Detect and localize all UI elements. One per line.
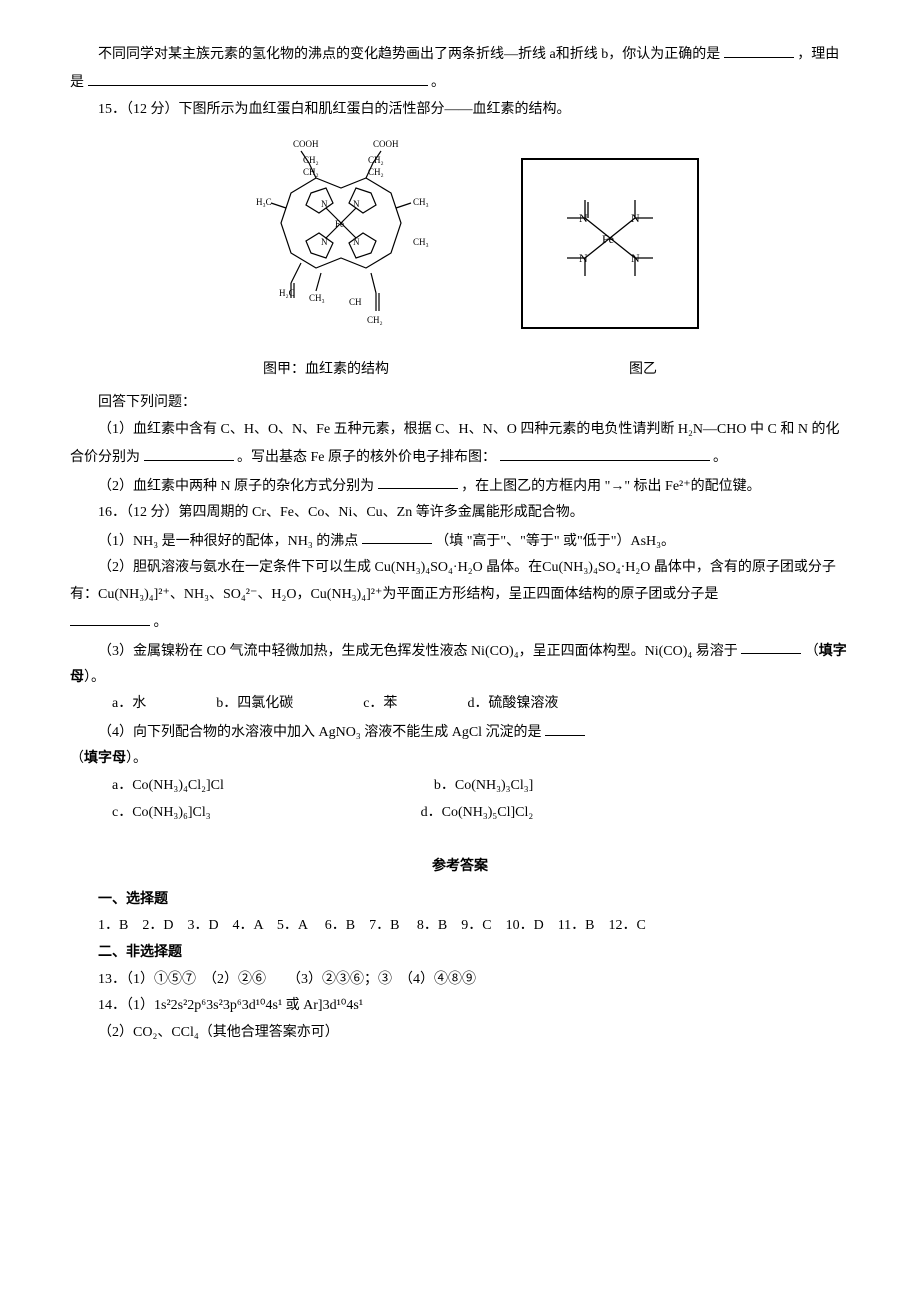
opt-a: a．水 <box>112 691 146 718</box>
svg-text:CH₃: CH₃ <box>309 293 325 303</box>
q16-p3d: ）。 <box>84 670 105 685</box>
q16-part3: （3）金属镍粉在 CO 气流中轻微加热，生成无色挥发性液态 Ni(CO)₄，呈正… <box>70 637 850 692</box>
q16-stem: 16．（12 分）第四周期的 Cr、Fe、Co、Ni、Cu、Zn 等许多金属能形… <box>70 500 850 527</box>
svg-text:N: N <box>321 237 328 247</box>
svg-text:CH₂: CH₂ <box>368 167 384 177</box>
svg-text:CH₃: CH₃ <box>413 197 429 207</box>
answers-13: 13．（1）①⑤⑦ （2）②⑥ （3）②③⑥；③ （4）④⑧⑨ <box>70 967 850 994</box>
opt4-c: c．Co(NH₃)₆]Cl₃ <box>112 800 211 827</box>
q15-p1c-blank <box>500 443 710 461</box>
opt-c: c．苯 <box>363 691 397 718</box>
opt-d: d．硫酸镍溶液 <box>467 691 558 718</box>
opt4-d: d．Co(NH₃)₅Cl]Cl₂ <box>421 800 534 827</box>
svg-text:CH: CH <box>349 297 362 307</box>
q15-p2-blank <box>378 472 458 490</box>
q16-part4: （4）向下列配合物的水溶液中加入 AgNO₃ 溶液不能生成 AgCl 沉淀的是 <box>70 718 850 746</box>
intro-blank-2 <box>88 68 428 86</box>
q16-p4-blank <box>545 718 585 736</box>
q16-p2-blank <box>70 608 150 626</box>
answers-title: 参考答案 <box>70 854 850 881</box>
intro-blank-1 <box>724 40 794 58</box>
intro-line: 不同同学对某主族元素的氢化物的沸点的变化趋势画出了两条折线—折线 a和折线 b，… <box>70 40 850 97</box>
q16-part2: （2）胆矾溶液与氨水在一定条件下可以生成 Cu(NH₃)₄SO₄·H₂O 晶体。… <box>70 555 850 608</box>
opt4-b: b．Co(NH₃)₃Cl₃] <box>434 773 533 800</box>
opt4-a: a．Co(NH₃)₄Cl₂]Cl <box>112 773 224 800</box>
q16-p1b: （填 "高于"、"等于" 或"低于"）AsH₃。 <box>435 533 675 548</box>
q15-p1b: 。写出基态 Fe 原子的核外价电子排布图： <box>237 450 496 465</box>
q16-p4c: 填字母 <box>84 751 126 766</box>
svg-text:H₃C: H₃C <box>256 197 272 207</box>
svg-text:CH₂: CH₂ <box>303 155 319 165</box>
figure-captions: 图甲：血红素的结构 图乙 <box>70 357 850 384</box>
q16-p4d: ）。 <box>126 751 147 766</box>
fe-n-figure: N N N N Fe <box>545 178 675 298</box>
opt-b: b．四氯化碳 <box>216 691 293 718</box>
svg-text:N: N <box>353 237 360 247</box>
svg-text:COOH: COOH <box>373 139 399 149</box>
fe-n-box: N N N N Fe <box>521 158 699 329</box>
q16-p2-end: 。 <box>154 615 168 630</box>
answers-14b: （2）CO₂、CCl₄（其他合理答案亦可） <box>70 1020 850 1047</box>
q16-part2-blank-row: 。 <box>70 608 850 636</box>
q15-p1c-end: 。 <box>713 450 727 465</box>
answers-sec2: 二、非选择题 <box>70 940 850 967</box>
q15-stem: 15．（12 分）下图所示为血红蛋白和肌红蛋白的活性部分——血红素的结构。 <box>70 97 850 124</box>
q16-p3a: （3）金属镍粉在 CO 气流中轻微加热，生成无色挥发性液态 Ni(CO)₄，呈正… <box>98 643 738 658</box>
q16-p4b: （ <box>70 751 84 766</box>
svg-text:H₂C: H₂C <box>279 288 295 298</box>
intro-text-1: 不同同学对某主族元素的氢化物的沸点的变化趋势画出了两条折线—折线 a和折线 b，… <box>98 47 720 62</box>
q16-p3-options: a．水 b．四氯化碳 c．苯 d．硫酸镍溶液 <box>70 691 850 718</box>
svg-text:COOH: COOH <box>293 139 319 149</box>
answers-line1: 1．B 2．D 3．D 4．A 5．A 6．B 7．B 8．B 9．C 10．D… <box>70 913 850 940</box>
svg-text:N: N <box>579 251 588 265</box>
q15-answer-intro: 回答下列问题： <box>70 390 850 417</box>
svg-text:N: N <box>353 199 360 209</box>
q15-p2b: ，在上图乙的方框内用 "→" 标出 Fe²⁺的配位键。 <box>461 478 761 493</box>
q15-p1-blank <box>144 443 234 461</box>
q16-part1: （1）NH₃ 是一种很好的配体，NH₃ 的沸点 （填 "高于"、"等于" 或"低… <box>70 527 850 555</box>
svg-text:N: N <box>631 211 640 225</box>
q16-p4a: （4）向下列配合物的水溶液中加入 AgNO₃ 溶液不能生成 AgCl 沉淀的是 <box>98 725 542 740</box>
answers-14a: 14．（1）1s²2s²2p⁶3s²3p⁶3d¹⁰4s¹ 或 Ar]3d¹⁰4s… <box>70 993 850 1020</box>
q16-p3-blank <box>741 637 801 655</box>
svg-text:CH₂: CH₂ <box>367 315 383 325</box>
intro-end: 。 <box>431 75 445 90</box>
svg-text:CH₂: CH₂ <box>303 167 319 177</box>
q16-p1-blank <box>362 527 432 545</box>
q16-p2a: （2）胆矾溶液与氨水在一定条件下可以生成 Cu(NH₃)₄SO₄·H₂O 晶体。… <box>70 560 836 602</box>
q16-p4-options-row2: c．Co(NH₃)₆]Cl₃ d．Co(NH₃)₅Cl]Cl₂ <box>70 800 850 827</box>
svg-text:N: N <box>579 211 588 225</box>
caption-right: 图乙 <box>629 357 657 384</box>
svg-text:N: N <box>321 199 328 209</box>
svg-text:Fe: Fe <box>335 219 344 229</box>
q15-part2: （2）血红素中两种 N 原子的杂化方式分别为 ，在上图乙的方框内用 "→" 标出… <box>70 472 850 500</box>
heme-structure-figure: COOH COOH CH₂CH₂ CH₂CH₂ H₃C CH₃ H₂C CH₃ … <box>221 133 461 353</box>
figure-row: COOH COOH CH₂CH₂ CH₂CH₂ H₃C CH₃ H₂C CH₃ … <box>70 133 850 353</box>
svg-text:CH₂: CH₂ <box>368 155 384 165</box>
fe-label: Fe <box>602 232 614 246</box>
q16-p3b: （ <box>805 643 819 658</box>
q15-p2a: （2）血红素中两种 N 原子的杂化方式分别为 <box>98 478 374 493</box>
q16-part4b: （填字母）。 <box>70 746 850 773</box>
q16-p1a: （1）NH₃ 是一种很好的配体，NH₃ 的沸点 <box>98 533 358 548</box>
answers-sec1: 一、选择题 <box>70 887 850 914</box>
svg-text:N: N <box>631 251 640 265</box>
caption-left: 图甲：血红素的结构 <box>263 357 389 384</box>
q15-part1: （1）血红素中含有 C、H、O、N、Fe 五种元素，根据 C、H、N、O 四种元… <box>70 417 850 472</box>
svg-text:CH₃: CH₃ <box>413 237 429 247</box>
q16-p4-options-row1: a．Co(NH₃)₄Cl₂]Cl b．Co(NH₃)₃Cl₃] <box>70 773 850 800</box>
